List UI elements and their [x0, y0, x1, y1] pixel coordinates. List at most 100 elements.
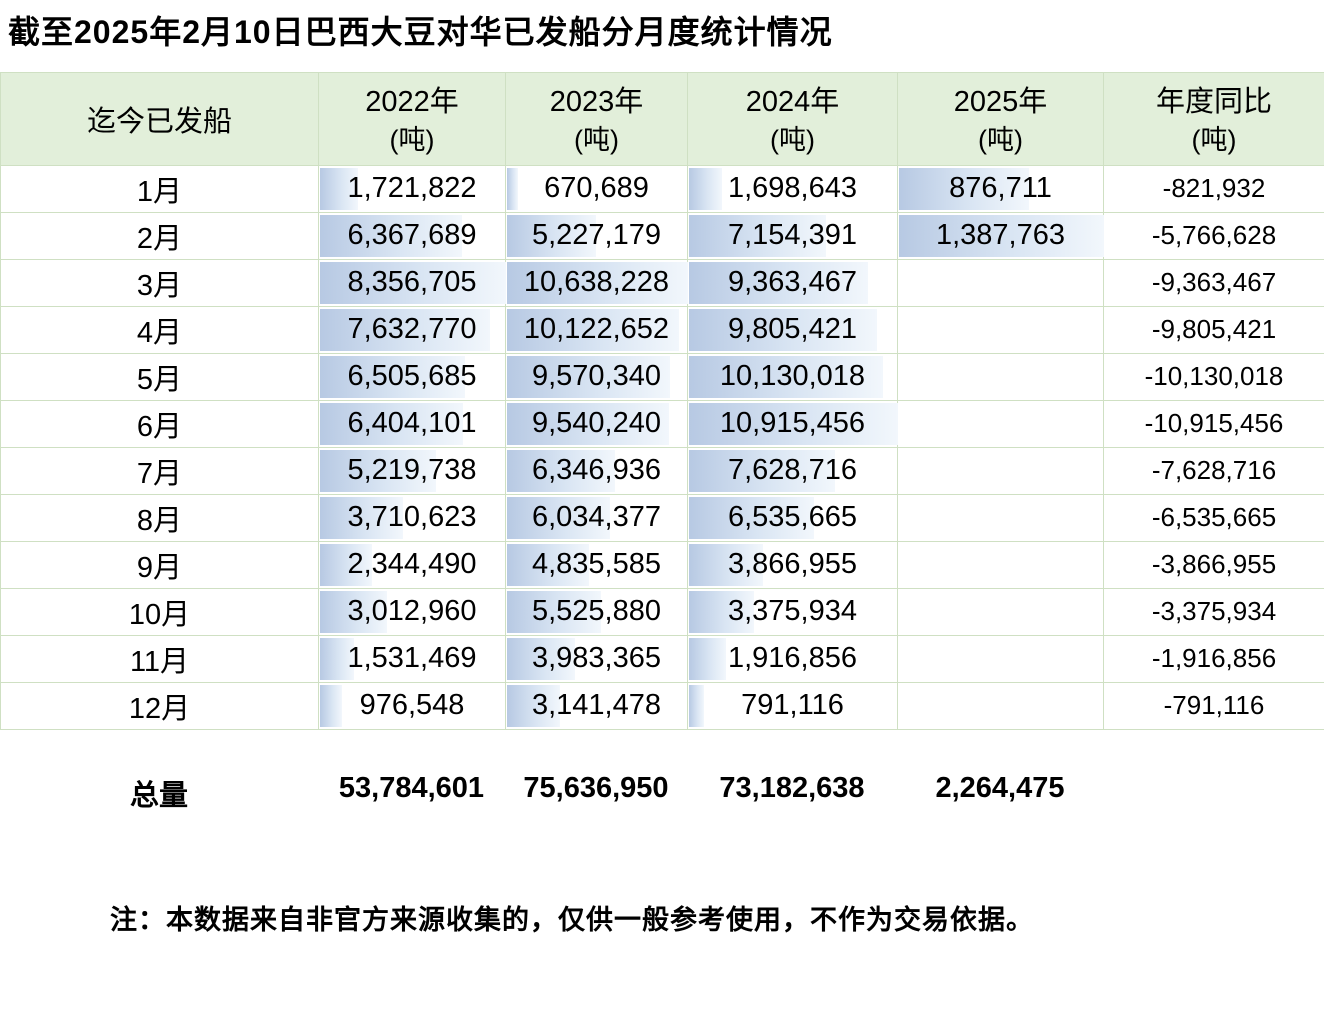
cell-yoy: -3,866,955	[1104, 541, 1324, 588]
cell-value: 2,344,490	[347, 548, 476, 580]
total-label: 总量	[0, 772, 318, 814]
header-row: 迄今已发船 2022年(吨) 2023年(吨) 2024年(吨) 2025年(吨…	[1, 72, 1324, 165]
cell-2023: 670,689	[506, 165, 688, 212]
total-2024: 73,182,638	[687, 772, 897, 814]
cell-value: 9,570,340	[532, 360, 661, 392]
cell-value: 7,154,391	[728, 219, 857, 251]
header-label: 年度同比	[1104, 81, 1324, 123]
cell-2024: 7,628,716	[688, 447, 898, 494]
cell-2025	[898, 588, 1104, 635]
header-2025: 2025年(吨)	[898, 72, 1104, 165]
table-row: 4月 7,632,770 10,122,652 9,805,421 -9,805…	[1, 306, 1324, 353]
shipment-table: 迄今已发船 2022年(吨) 2023年(吨) 2024年(吨) 2025年(吨…	[0, 72, 1324, 730]
header-month: 迄今已发船	[1, 72, 319, 165]
table-row: 6月 6,404,101 9,540,240 10,915,456 -10,91…	[1, 400, 1324, 447]
cell-2025	[898, 635, 1104, 682]
cell-value: 9,540,240	[532, 407, 661, 439]
cell-2025	[898, 353, 1104, 400]
cell-2022: 976,548	[319, 682, 506, 729]
month-cell: 6月	[1, 400, 319, 447]
cell-2023: 9,570,340	[506, 353, 688, 400]
cell-value: 976,548	[360, 689, 465, 721]
table-row: 5月 6,505,685 9,570,340 10,130,018 -10,13…	[1, 353, 1324, 400]
table-row: 7月 5,219,738 6,346,936 7,628,716 -7,628,…	[1, 447, 1324, 494]
total-2025: 2,264,475	[897, 772, 1103, 814]
cell-2025	[898, 541, 1104, 588]
cell-2022: 5,219,738	[319, 447, 506, 494]
cell-2023: 3,141,478	[506, 682, 688, 729]
cell-2022: 6,367,689	[319, 212, 506, 259]
month-cell: 5月	[1, 353, 319, 400]
cell-yoy: -10,130,018	[1104, 353, 1324, 400]
header-label: 迄今已发船	[87, 106, 232, 138]
total-yoy	[1103, 772, 1324, 814]
cell-2023: 5,227,179	[506, 212, 688, 259]
cell-value: 6,535,665	[728, 501, 857, 533]
month-cell: 4月	[1, 306, 319, 353]
page-title: 截至2025年2月10日巴西大豆对华已发船分月度统计情况	[8, 12, 1324, 54]
cell-value: 10,130,018	[720, 360, 865, 392]
cell-value: 1,387,763	[936, 219, 1065, 251]
cell-2024: 3,375,934	[688, 588, 898, 635]
cell-2025	[898, 682, 1104, 729]
cell-2022: 6,505,685	[319, 353, 506, 400]
cell-2025: 876,711	[898, 165, 1104, 212]
table-row: 11月 1,531,469 3,983,365 1,916,856 -1,916…	[1, 635, 1324, 682]
cell-2023: 6,346,936	[506, 447, 688, 494]
cell-value: 1,721,822	[347, 172, 476, 204]
header-unit: (吨)	[319, 123, 505, 157]
month-cell: 10月	[1, 588, 319, 635]
cell-yoy: -10,915,456	[1104, 400, 1324, 447]
page: 截至2025年2月10日巴西大豆对华已发船分月度统计情况 迄今已发船 2022年…	[0, 12, 1324, 1010]
cell-2024: 10,130,018	[688, 353, 898, 400]
cell-yoy: -1,916,856	[1104, 635, 1324, 682]
cell-value: 3,710,623	[347, 501, 476, 533]
cell-value: 5,219,738	[347, 454, 476, 486]
cell-value: 1,698,643	[728, 172, 857, 204]
cell-2024: 7,154,391	[688, 212, 898, 259]
cell-2025	[898, 400, 1104, 447]
cell-value: 5,525,880	[532, 595, 661, 627]
month-cell: 11月	[1, 635, 319, 682]
cell-value: 7,632,770	[347, 313, 476, 345]
cell-value: 7,628,716	[728, 454, 857, 486]
cell-2022: 6,404,101	[319, 400, 506, 447]
cell-2024: 9,363,467	[688, 259, 898, 306]
cell-value: 6,505,685	[347, 360, 476, 392]
month-cell: 3月	[1, 259, 319, 306]
cell-2024: 1,916,856	[688, 635, 898, 682]
cell-2024: 3,866,955	[688, 541, 898, 588]
cell-value: 876,711	[949, 172, 1052, 204]
table-row: 2月 6,367,689 5,227,179 7,154,391 1,387,7…	[1, 212, 1324, 259]
cell-2022: 3,710,623	[319, 494, 506, 541]
cell-yoy: -821,932	[1104, 165, 1324, 212]
cell-value: 670,689	[544, 172, 649, 204]
table-row: 3月 8,356,705 10,638,228 9,363,467 -9,363…	[1, 259, 1324, 306]
cell-value: 6,346,936	[532, 454, 661, 486]
cell-value: 10,915,456	[720, 407, 865, 439]
cell-2025: 1,387,763	[898, 212, 1104, 259]
cell-value: 791,116	[741, 689, 844, 721]
cell-2024: 10,915,456	[688, 400, 898, 447]
header-label: 2024年	[688, 81, 897, 123]
cell-2023: 3,983,365	[506, 635, 688, 682]
cell-2025	[898, 259, 1104, 306]
cell-2024: 9,805,421	[688, 306, 898, 353]
month-cell: 1月	[1, 165, 319, 212]
cell-2024: 6,535,665	[688, 494, 898, 541]
cell-value: 1,916,856	[728, 642, 857, 674]
cell-value: 1,531,469	[347, 642, 476, 674]
cell-yoy: -5,766,628	[1104, 212, 1324, 259]
total-row: 总量 53,784,601 75,636,950 73,182,638 2,26…	[0, 772, 1324, 814]
cell-yoy: -9,363,467	[1104, 259, 1324, 306]
cell-2024: 791,116	[688, 682, 898, 729]
table-body: 1月 1,721,822 670,689 1,698,643 876,711 -…	[1, 165, 1324, 729]
month-cell: 7月	[1, 447, 319, 494]
header-unit: (吨)	[506, 123, 687, 157]
cell-2023: 4,835,585	[506, 541, 688, 588]
data-bar	[689, 638, 726, 680]
cell-2023: 5,525,880	[506, 588, 688, 635]
cell-value: 10,638,228	[524, 266, 669, 298]
month-cell: 9月	[1, 541, 319, 588]
cell-value: 10,122,652	[524, 313, 669, 345]
